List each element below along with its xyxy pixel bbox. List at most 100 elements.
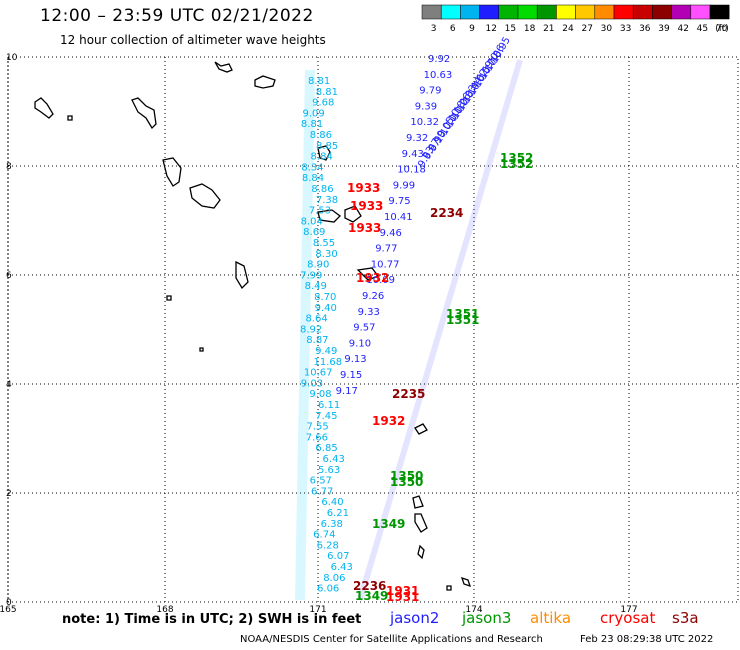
x-tick-label: 171 (309, 605, 326, 615)
legend-swatch-36 (632, 4, 653, 20)
cyan-swh-value: 8.30 (315, 249, 337, 260)
legend-label: 3 (431, 24, 437, 34)
legend-swatch-30 (594, 4, 615, 20)
cyan-swh-value: 7.66 (306, 432, 328, 443)
pass-time-label: 1933 (348, 221, 381, 235)
island-outline (317, 145, 331, 161)
y-tick-label: 8 (6, 162, 12, 172)
cyan-swh-value: 8.84 (311, 152, 333, 163)
island-outline (414, 423, 428, 435)
legend-swatch-70 (709, 4, 730, 20)
x-tick-label: 165 (0, 605, 17, 615)
blue-swh-value: 9.57 (353, 323, 375, 334)
legend-swatch-42 (671, 4, 692, 20)
pass-time-label: 1350 (390, 469, 423, 483)
cyan-swh-value: 11.68 (313, 357, 342, 368)
cyan-swh-value: 8.87 (306, 335, 328, 346)
pass-time-label: 1349 (355, 589, 388, 603)
pass-time-label: 1351 (446, 313, 479, 327)
chart-title: 12:00 – 23:59 UTC 02/21/2022 (40, 6, 314, 26)
pass-time-label: 1932 (356, 271, 389, 285)
cyan-swh-value: 9.40 (315, 303, 337, 314)
blue-swh-value: 10.32 (410, 117, 439, 128)
blue-swh-value: 9.77 (375, 244, 397, 255)
cyan-swh-value: 9.09 (302, 108, 324, 119)
cyan-swh-value: 6.38 (321, 519, 343, 530)
color-legend: 3 6 9 12 15 18 21 24 27 30 33 36 39 42 45 70(ft) (421, 4, 730, 34)
blue-swh-value: 9.75 (388, 196, 410, 207)
cyan-swh-value: 7.99 (300, 270, 322, 281)
cyan-swh-value: 9.49 (315, 346, 337, 357)
satellite-name-altika: altika (530, 609, 572, 627)
island-outline (460, 576, 472, 588)
track-band-cyan (295, 69, 315, 601)
satellite-name-s3a: s3a (672, 609, 699, 627)
cyan-swh-value: 8.70 (314, 292, 336, 303)
pass-time-label: 1352 (500, 157, 533, 171)
cyan-swh-value: 6.57 (310, 476, 332, 487)
legend-label: 12 (485, 24, 496, 34)
island-outline (34, 97, 54, 119)
cyan-swh-value: 6.07 (327, 551, 349, 562)
island-outline (344, 205, 362, 223)
cyan-swh-value: 8.55 (313, 238, 335, 249)
blue-swh-value: 9.13 (344, 354, 366, 365)
pass-time-label: 1933 (350, 199, 383, 213)
island-outline (166, 295, 172, 301)
legend-unit: (ft) (715, 24, 729, 34)
cyan-swh-value: 8.06 (323, 573, 345, 584)
satellite-name-jason3: jason3 (462, 609, 512, 627)
cyan-swh-value: 6.77 (311, 486, 333, 497)
legend-swatch-24 (556, 4, 576, 20)
cyan-swh-value: 8.49 (305, 281, 327, 292)
cyan-swh-value: 8.85 (316, 141, 338, 152)
cyan-swh-value: 5.63 (318, 465, 340, 476)
legend-swatch-39 (652, 4, 672, 20)
cyan-swh-value: 8.34 (301, 162, 323, 173)
cyan-swh-value: 8.92 (300, 324, 322, 335)
legend-label: 45 (697, 24, 708, 34)
island-outline (356, 267, 380, 281)
legend-label: 36 (639, 24, 651, 34)
blue-swh-value: 9.79 (419, 86, 441, 97)
cyan-swh-value: 7.38 (316, 195, 338, 206)
cyan-swh-value: 6.06 (317, 584, 339, 595)
island-outline (67, 115, 73, 121)
center-credit: NOAA/NESDIS Center for Satellite Applica… (240, 634, 543, 645)
blue-swh-value: 9.43 (402, 149, 424, 160)
island-outline (199, 347, 204, 352)
legend-swatch-45 (690, 4, 711, 20)
cyan-swh-value: 6.28 (317, 540, 339, 551)
cyan-swh-value: 7.45 (315, 411, 337, 422)
wave-height-values: 9.92 10.63 9.79 9.39 10.32 9.32 9.43 10.18 9.99 9… (300, 35, 513, 594)
legend-label: 33 (620, 24, 631, 34)
legend-label: 70 (716, 24, 728, 34)
cyan-swh-value: 6.74 (313, 530, 335, 541)
pass-time-label: 1350 (390, 475, 423, 489)
island-outline (446, 585, 452, 591)
x-tick-label: 168 (156, 605, 173, 615)
x-tick-label: 174 (465, 605, 482, 615)
cyan-swh-value: 6.43 (323, 454, 345, 465)
pass-time-label: 1349 (372, 517, 405, 531)
blue-swh-value: 9.32 (406, 133, 428, 144)
satellite-name-jason2: jason2 (390, 609, 440, 627)
legend-label: 24 (562, 24, 574, 34)
legend-label: 27 (581, 24, 592, 34)
blue-swh-value: 10.18 (397, 165, 426, 176)
island-outline (162, 157, 182, 187)
pass-time-label: 1931 (386, 584, 419, 598)
island-outline (417, 544, 425, 560)
pass-time-label: 1933 (347, 181, 380, 195)
cyan-swh-value: 8.81 (308, 76, 330, 87)
y-tick-label: 10 (6, 53, 18, 63)
legend-swatch-15 (498, 4, 519, 20)
legend-label: 6 (450, 24, 456, 34)
cyan-swh-value: 6.40 (321, 497, 343, 508)
y-tick-label: 4 (6, 380, 12, 390)
pass-time-label: 2234 (430, 206, 463, 220)
blue-swh-value: 9.99 (393, 180, 415, 191)
cyan-swh-value: 8.69 (303, 227, 325, 238)
island-outline (254, 75, 276, 89)
